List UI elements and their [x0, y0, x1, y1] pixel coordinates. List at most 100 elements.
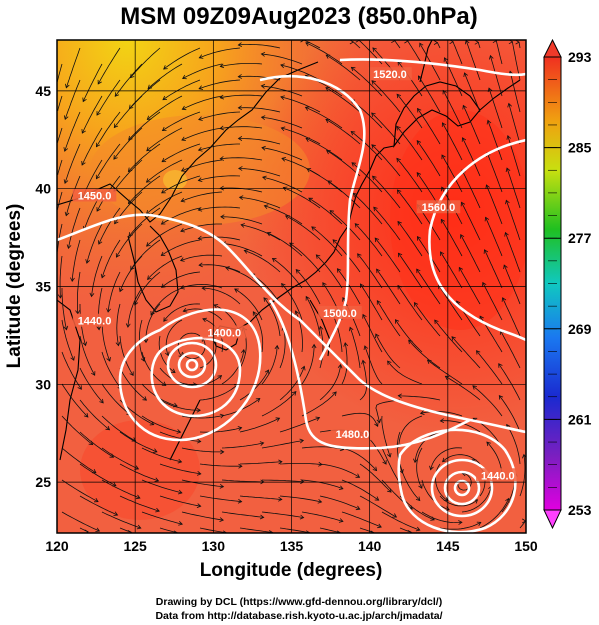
- streamline: [487, 120, 503, 161]
- streamline-arrowhead: [243, 249, 249, 254]
- streamline-arrowhead: [95, 527, 101, 532]
- streamline: [64, 79, 81, 120]
- streamline: [319, 463, 360, 478]
- streamline: [279, 527, 310, 533]
- streamline-arrowhead: [305, 295, 310, 301]
- streamline: [482, 282, 503, 321]
- streamline-arrowhead: [219, 185, 225, 191]
- contour-label: 1450.0: [78, 191, 112, 203]
- coast-hokkaido: [393, 81, 481, 148]
- streamline: [161, 271, 201, 288]
- streamline: [461, 486, 492, 513]
- colorbar-tick-label: 269: [568, 321, 592, 337]
- streamline-arrowhead: [143, 338, 149, 344]
- streamline-arrowhead: [65, 83, 70, 89]
- streamline: [177, 332, 201, 358]
- streamline: [316, 254, 343, 289]
- streamline-arrowhead: [202, 317, 207, 323]
- streamline: [180, 223, 222, 232]
- streamline-arrowhead: [146, 115, 152, 120]
- streamline: [442, 122, 463, 161]
- streamline: [181, 414, 224, 419]
- streamline: [427, 359, 463, 385]
- streamline: [506, 167, 521, 209]
- streamline: [61, 447, 97, 474]
- streamline: [79, 367, 104, 404]
- streamline-arrowhead: [237, 426, 243, 431]
- streamline: [261, 85, 303, 97]
- streamline: [362, 314, 383, 353]
- plot-frame: [56, 39, 527, 534]
- streamline: [503, 264, 521, 305]
- streamline: [326, 150, 361, 177]
- streamline: [181, 511, 224, 521]
- streamline-arrowhead: [325, 119, 330, 124]
- streamline-arrowhead: [280, 95, 285, 100]
- streamline: [221, 511, 264, 518]
- contour-label: 1440.0: [481, 470, 515, 482]
- streamline-arrowhead: [294, 310, 300, 315]
- streamline: [381, 447, 402, 486]
- streamline: [239, 495, 282, 500]
- streamline: [437, 42, 441, 49]
- streamline: [280, 96, 321, 113]
- streamline-arrowhead: [181, 136, 186, 141]
- streamline-arrowhead: [289, 242, 294, 247]
- streamline-arrowhead: [81, 129, 86, 134]
- streamline-arrowhead: [125, 323, 131, 328]
- streamline-arrowhead: [220, 214, 225, 220]
- streamline-arrowhead: [443, 57, 449, 62]
- contour-label: 1500.0: [323, 308, 357, 320]
- x-tick-label: 145: [436, 538, 460, 554]
- streamline: [221, 479, 264, 483]
- streamline: [199, 47, 241, 59]
- streamline-arrowhead: [136, 524, 142, 530]
- streamline: [128, 143, 161, 172]
- streamline: [128, 207, 161, 237]
- streamline-arrowhead: [441, 122, 447, 127]
- streamline-arrowhead: [299, 438, 305, 444]
- streamline: [460, 234, 481, 273]
- streamline-arrowhead: [274, 344, 280, 350]
- streamline-arrowhead: [486, 441, 491, 447]
- coast-sakhalin: [419, 40, 433, 83]
- streamline: [119, 495, 160, 512]
- streamline-arrowhead: [163, 65, 168, 70]
- streamline-arrowhead: [225, 266, 230, 271]
- streamline-arrowhead: [394, 319, 400, 324]
- streamline-arrowhead: [259, 441, 265, 446]
- streamline-arrowhead: [441, 154, 446, 160]
- streamline: [199, 495, 242, 503]
- streamline: [398, 415, 423, 448]
- streamline: [119, 463, 159, 482]
- streamline-arrowhead: [95, 174, 101, 180]
- contour-label: 1440.0: [78, 316, 112, 328]
- streamline-arrowhead: [131, 437, 137, 442]
- streamline-arrowhead: [198, 54, 204, 59]
- streamline: [79, 431, 114, 458]
- streamline: [261, 391, 297, 417]
- streamline-arrowhead: [237, 105, 243, 111]
- streamline-arrowhead: [178, 521, 183, 526]
- streamline: [181, 447, 224, 453]
- x-tick-label: 135: [280, 538, 304, 554]
- streamline-arrowhead: [318, 325, 324, 331]
- streamline: [440, 219, 463, 257]
- streamline-arrowhead: [396, 189, 402, 194]
- streamline-arrowhead: [413, 458, 418, 464]
- streamline-arrowhead: [237, 42, 243, 48]
- streamline: [65, 175, 81, 216]
- streamline-arrowhead: [163, 317, 168, 322]
- streamline: [238, 107, 281, 113]
- streamline: [147, 255, 183, 280]
- streamline-arrowhead: [152, 448, 158, 453]
- streamline-arrowhead: [198, 85, 204, 90]
- streamline-arrowhead: [416, 235, 422, 241]
- streamline-arrowhead: [146, 242, 151, 247]
- contour-1450: [57, 213, 526, 434]
- streamline-arrowhead: [396, 125, 401, 131]
- contour-1420-west: [150, 336, 242, 418]
- streamline: [430, 447, 463, 470]
- streamline-arrowhead: [238, 166, 243, 171]
- streamline-arrowhead: [489, 54, 494, 60]
